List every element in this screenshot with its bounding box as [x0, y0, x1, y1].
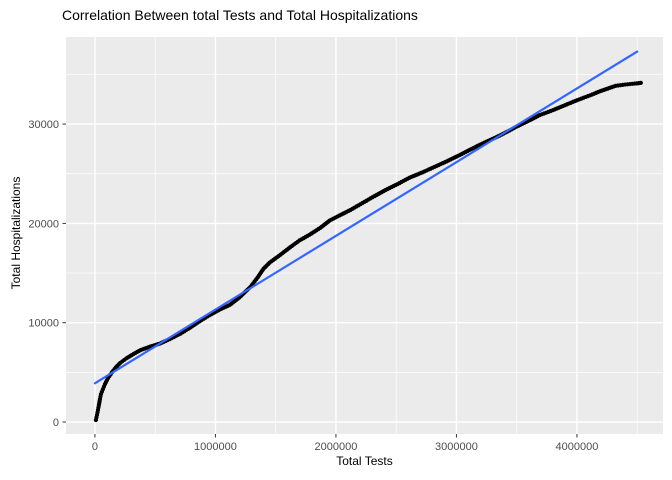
x-tick-label: 1000000 [194, 441, 237, 453]
y-tick-label: 0 [53, 417, 59, 429]
x-axis-ticks: 0 1000000 2000000 3000000 4000000 [92, 434, 599, 453]
panel-background [66, 37, 663, 434]
scatter-point [638, 80, 643, 85]
y-tick-label: 30000 [28, 119, 59, 131]
y-axis-ticks: 0 10000 20000 30000 [28, 119, 66, 429]
x-tick-label: 4000000 [556, 441, 599, 453]
y-tick-label: 20000 [28, 218, 59, 230]
y-tick-label: 10000 [28, 318, 59, 330]
x-tick-label: 3000000 [435, 441, 478, 453]
x-tick-label: 0 [92, 441, 98, 453]
regression-line [93, 50, 639, 385]
x-tick-label: 2000000 [315, 441, 358, 453]
x-axis-title: Total Tests [336, 454, 393, 468]
gridlines-minor [66, 37, 663, 434]
chart-title: Correlation Between total Tests and Tota… [62, 7, 418, 23]
y-axis-title: Total Hospitalizations [9, 176, 23, 290]
